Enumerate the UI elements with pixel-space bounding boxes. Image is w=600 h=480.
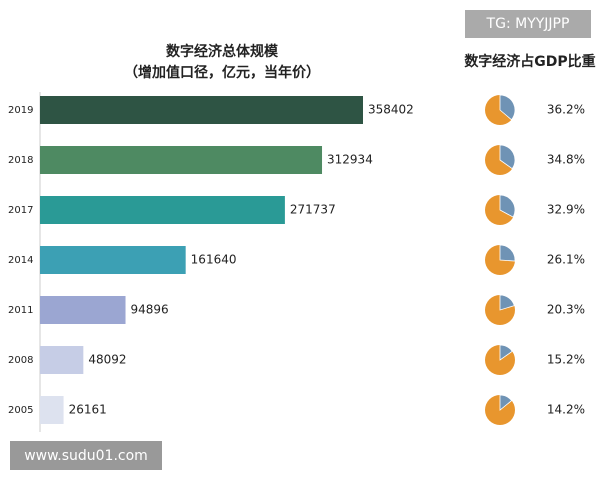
watermark-box bbox=[10, 441, 162, 470]
data-label: 15.2% bbox=[547, 353, 585, 367]
watermark: TG: MYYJJPP bbox=[486, 16, 570, 32]
bar bbox=[40, 246, 186, 274]
data-label: 14.2% bbox=[547, 403, 585, 417]
data-label: 271737 bbox=[290, 203, 336, 217]
data-label: 26161 bbox=[69, 403, 107, 417]
pie-slice bbox=[499, 144, 516, 170]
bar bbox=[40, 296, 126, 324]
watermark: www.sudu01.com bbox=[24, 448, 148, 464]
y-tick-label: 2017 bbox=[8, 205, 33, 216]
y-tick-label: 2008 bbox=[8, 355, 33, 366]
data-label: 36.2% bbox=[547, 103, 585, 117]
data-label: 26.1% bbox=[547, 253, 585, 267]
pie-slice bbox=[499, 294, 515, 311]
data-label: 358402 bbox=[368, 103, 414, 117]
y-tick-label: 2005 bbox=[8, 405, 33, 416]
pie-slice bbox=[499, 394, 513, 411]
data-label: 48092 bbox=[88, 353, 126, 367]
data-label: 32.9% bbox=[547, 203, 585, 217]
y-tick-label: 2018 bbox=[8, 155, 33, 166]
pie-slice bbox=[499, 244, 516, 262]
data-label: 94896 bbox=[131, 303, 169, 317]
pie-slice bbox=[499, 94, 516, 121]
data-label: 20.3% bbox=[547, 303, 585, 317]
bar bbox=[40, 196, 285, 224]
pie-title: 数字经济占GDP比重 bbox=[464, 53, 595, 70]
y-tick-label: 2019 bbox=[8, 105, 33, 116]
y-tick-label: 2011 bbox=[8, 305, 33, 316]
data-label: 34.8% bbox=[547, 153, 585, 167]
bar-title: 数字经济总体规模 bbox=[166, 43, 279, 60]
y-tick-label: 2014 bbox=[8, 255, 33, 266]
bar bbox=[40, 396, 64, 424]
bar bbox=[40, 96, 363, 124]
pie-slice bbox=[499, 194, 516, 218]
data-label: 161640 bbox=[191, 253, 237, 267]
pie-slice bbox=[499, 344, 513, 361]
watermark-box bbox=[465, 10, 591, 38]
data-label: 312934 bbox=[327, 153, 373, 167]
bar bbox=[40, 146, 323, 174]
bar bbox=[40, 346, 84, 374]
bar-subtitle: （增加值口径，亿元，当年价） bbox=[124, 64, 320, 81]
